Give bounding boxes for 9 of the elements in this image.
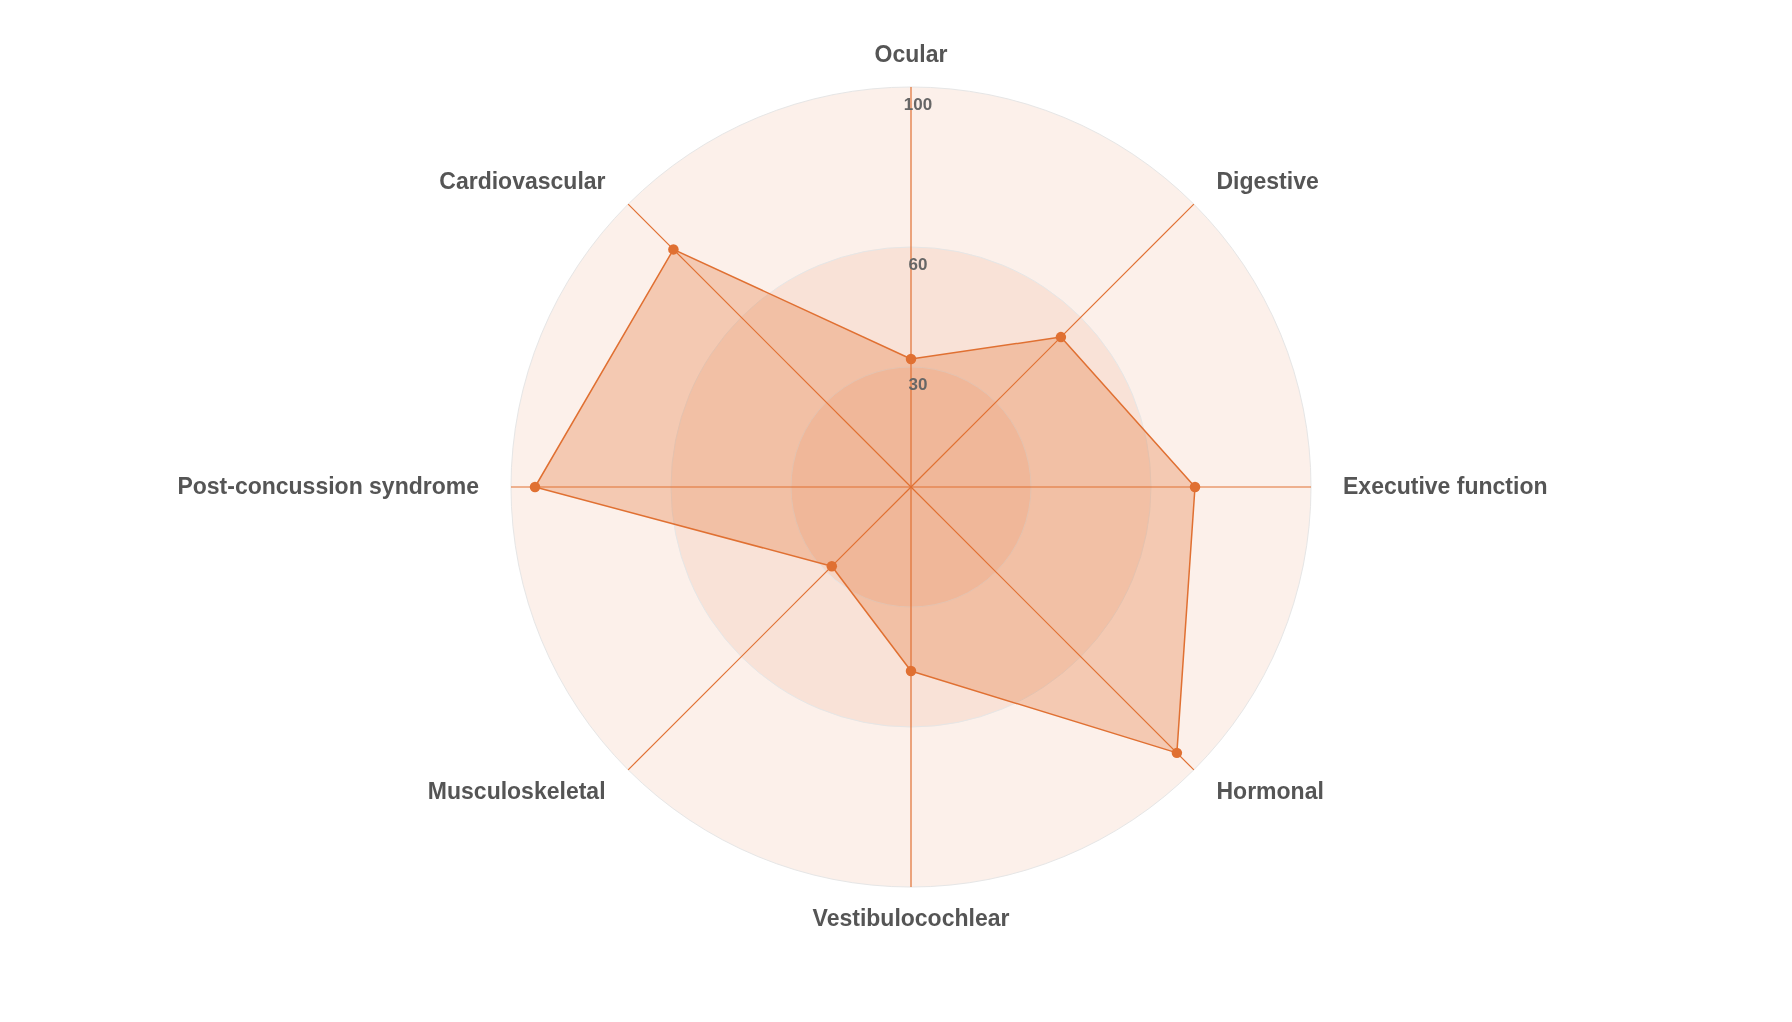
spoke-label: Executive function — [1343, 473, 1548, 499]
spoke-label: Digestive — [1216, 167, 1319, 194]
spoke-label: Vestibulocochlear — [812, 905, 1010, 931]
spoke-label: Cardiovascular — [439, 167, 606, 194]
spoke-label: Post-concussion syndrome — [177, 473, 479, 499]
spoke-label: Musculoskeletal — [427, 778, 606, 805]
spoke-label: Ocular — [874, 41, 948, 67]
spoke-label: Hormonal — [1216, 778, 1324, 805]
y-tick-label: 30 — [908, 375, 928, 394]
